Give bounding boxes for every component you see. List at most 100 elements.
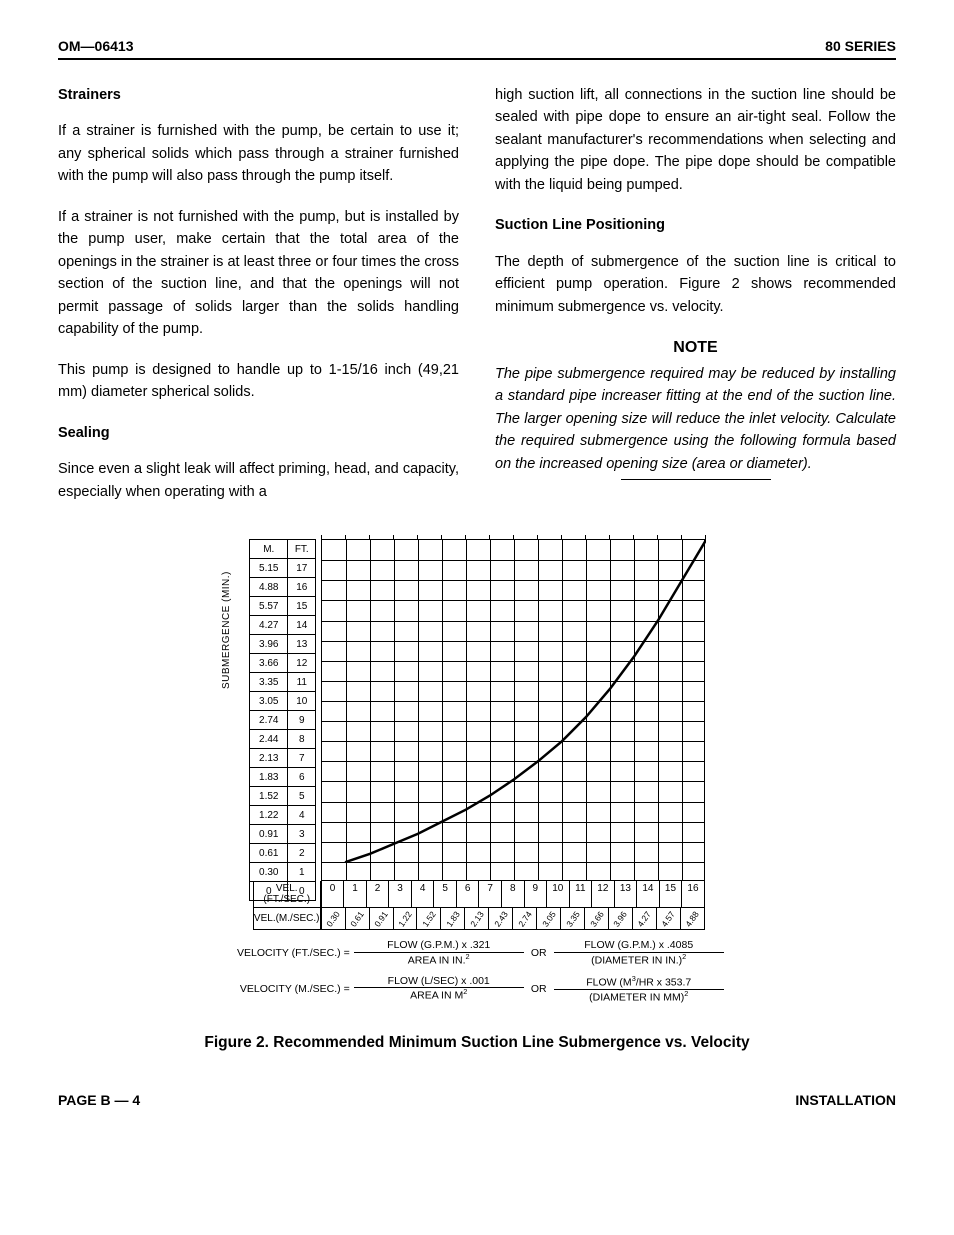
page-header: OM—06413 80 SERIES xyxy=(58,38,896,60)
x-ft-cell: 7 xyxy=(479,881,502,908)
y-ft-cell: 12 xyxy=(288,654,316,673)
y-m-cell: 4.88 xyxy=(250,578,288,597)
x-m-cell: 4.27 xyxy=(633,908,657,930)
x-m-cell: 2.13 xyxy=(465,908,489,930)
y-m-cell: 5.15 xyxy=(250,559,288,578)
formula1-lhs: VELOCITY (FT./SEC.) = xyxy=(234,947,354,959)
strainers-p3: This pump is designed to handle up to 1-… xyxy=(58,359,459,404)
y-ft-cell: 10 xyxy=(288,692,316,711)
body-columns: Strainers If a strainer is furnished wit… xyxy=(58,84,896,503)
x-ft-label: VEL.(FT./SEC.) xyxy=(253,881,321,908)
f1b-num: FLOW (G.P.M.) x .4085 xyxy=(554,940,724,953)
y-axis-label: SUBMERGENCE (MIN.) xyxy=(221,571,232,689)
y-m-cell: 3.05 xyxy=(250,692,288,711)
x-ft-cell: 2 xyxy=(367,881,390,908)
y-m-cell: 3.96 xyxy=(250,635,288,654)
x-m-cell: 1.83 xyxy=(441,908,465,930)
y-ft-cell: 16 xyxy=(288,578,316,597)
y-m-cell: 2.74 xyxy=(250,711,288,730)
y-m-cell: 0.30 xyxy=(250,863,288,882)
y-ft-cell: 15 xyxy=(288,597,316,616)
f2a-num: FLOW (L/SEC) x .001 xyxy=(354,976,524,989)
y-m-cell: 1.83 xyxy=(250,768,288,787)
left-column: Strainers If a strainer is furnished wit… xyxy=(58,84,459,503)
y-m-cell: 0.61 xyxy=(250,844,288,863)
suction-heading: Suction Line Positioning xyxy=(495,214,896,236)
y-ft-cell: 9 xyxy=(288,711,316,730)
x-m-cell: 4.88 xyxy=(681,908,705,930)
x-ft-cell: 8 xyxy=(502,881,525,908)
section-label: INSTALLATION xyxy=(795,1092,896,1108)
page-footer: PAGE B — 4 INSTALLATION xyxy=(58,1092,896,1108)
f1b-den: (DIAMETER IN IN.)2 xyxy=(554,953,724,967)
y-ft-cell: 4 xyxy=(288,806,316,825)
x-axis-ft-row: VEL.(FT./SEC.) 012345678910111213141516 xyxy=(321,881,705,908)
right-column: high suction lift, all connections in th… xyxy=(495,84,896,503)
y-ft-cell: 7 xyxy=(288,749,316,768)
x-m-cell: 2.43 xyxy=(489,908,513,930)
x-ft-cell: 1 xyxy=(344,881,367,908)
note-rule xyxy=(621,479,771,480)
formula1a: FLOW (G.P.M.) x .321 AREA IN IN.2 xyxy=(354,940,524,967)
f2b-num: FLOW (M3/HR x 353.7 xyxy=(554,975,724,990)
y-axis-table: M. FT. 5.15174.88165.57154.27143.96133.6… xyxy=(249,539,316,901)
y-m-cell: 0.91 xyxy=(250,825,288,844)
y-header-ft: FT. xyxy=(288,540,316,559)
doc-id: OM—06413 xyxy=(58,38,133,54)
y-m-cell: 5.57 xyxy=(250,597,288,616)
or1: OR xyxy=(524,947,554,959)
x-ft-cell: 6 xyxy=(457,881,480,908)
x-m-cell: 2.74 xyxy=(513,908,537,930)
y-ft-cell: 1 xyxy=(288,863,316,882)
y-ft-cell: 13 xyxy=(288,635,316,654)
series-label: 80 SERIES xyxy=(825,38,896,54)
x-ft-cell: 13 xyxy=(615,881,638,908)
y-ft-cell: 17 xyxy=(288,559,316,578)
formula2b: FLOW (M3/HR x 353.7 (DIAMETER IN MM)2 xyxy=(554,975,724,1004)
y-m-cell: 1.22 xyxy=(250,806,288,825)
x-m-cell: 3.66 xyxy=(585,908,609,930)
figure-2: SUBMERGENCE (MIN.) M. FT. 5.15174.88165.… xyxy=(58,539,896,1052)
x-m-cell: 3.05 xyxy=(537,908,561,930)
x-m-cell: 4.57 xyxy=(657,908,681,930)
y-m-cell: 2.13 xyxy=(250,749,288,768)
f1a-den: AREA IN IN.2 xyxy=(354,953,524,967)
x-ft-cell: 0 xyxy=(321,881,345,908)
x-ft-cell: 14 xyxy=(637,881,660,908)
x-ft-cell: 9 xyxy=(525,881,548,908)
x-m-cell: 3.96 xyxy=(609,908,633,930)
chart-area: VEL.(FT./SEC.) 012345678910111213141516 … xyxy=(321,539,705,1004)
x-axis-m-row: VEL.(M./SEC.) 0.300.610.911.221.521.832.… xyxy=(321,908,705,930)
x-ft-cell: 10 xyxy=(547,881,570,908)
strainers-p1: If a strainer is furnished with the pump… xyxy=(58,120,459,187)
x-ft-cell: 11 xyxy=(570,881,593,908)
sealing-continued: high suction lift, all connections in th… xyxy=(495,84,896,196)
x-m-cell: 0.91 xyxy=(370,908,394,930)
y-ft-cell: 14 xyxy=(288,616,316,635)
x-ft-cell: 5 xyxy=(434,881,457,908)
x-m-cell: 0.30 xyxy=(321,908,346,930)
x-m-label: VEL.(M./SEC.) xyxy=(253,908,321,930)
page-number: PAGE B — 4 xyxy=(58,1092,140,1108)
formula2-lhs: VELOCITY (M./SEC.) = xyxy=(234,983,354,995)
y-header-m: M. xyxy=(250,540,288,559)
x-m-cell: 3.35 xyxy=(561,908,585,930)
x-ft-cell: 12 xyxy=(592,881,615,908)
y-ft-cell: 3 xyxy=(288,825,316,844)
y-m-cell: 4.27 xyxy=(250,616,288,635)
sealing-p1: Since even a slight leak will affect pri… xyxy=(58,458,459,503)
y-ft-cell: 8 xyxy=(288,730,316,749)
x-ft-cell: 15 xyxy=(660,881,683,908)
x-m-cell: 1.52 xyxy=(417,908,441,930)
formula1b: FLOW (G.P.M.) x .4085 (DIAMETER IN IN.)2 xyxy=(554,940,724,967)
x-m-cell: 0.61 xyxy=(346,908,370,930)
y-ft-cell: 2 xyxy=(288,844,316,863)
or2: OR xyxy=(524,983,554,995)
y-ft-cell: 11 xyxy=(288,673,316,692)
strainers-p2: If a strainer is not furnished with the … xyxy=(58,206,459,341)
f2a-den: AREA IN M2 xyxy=(354,988,524,1002)
y-m-cell: 3.35 xyxy=(250,673,288,692)
figure-caption: Figure 2. Recommended Minimum Suction Li… xyxy=(58,1034,896,1052)
sealing-heading: Sealing xyxy=(58,422,459,444)
y-m-cell: 3.66 xyxy=(250,654,288,673)
